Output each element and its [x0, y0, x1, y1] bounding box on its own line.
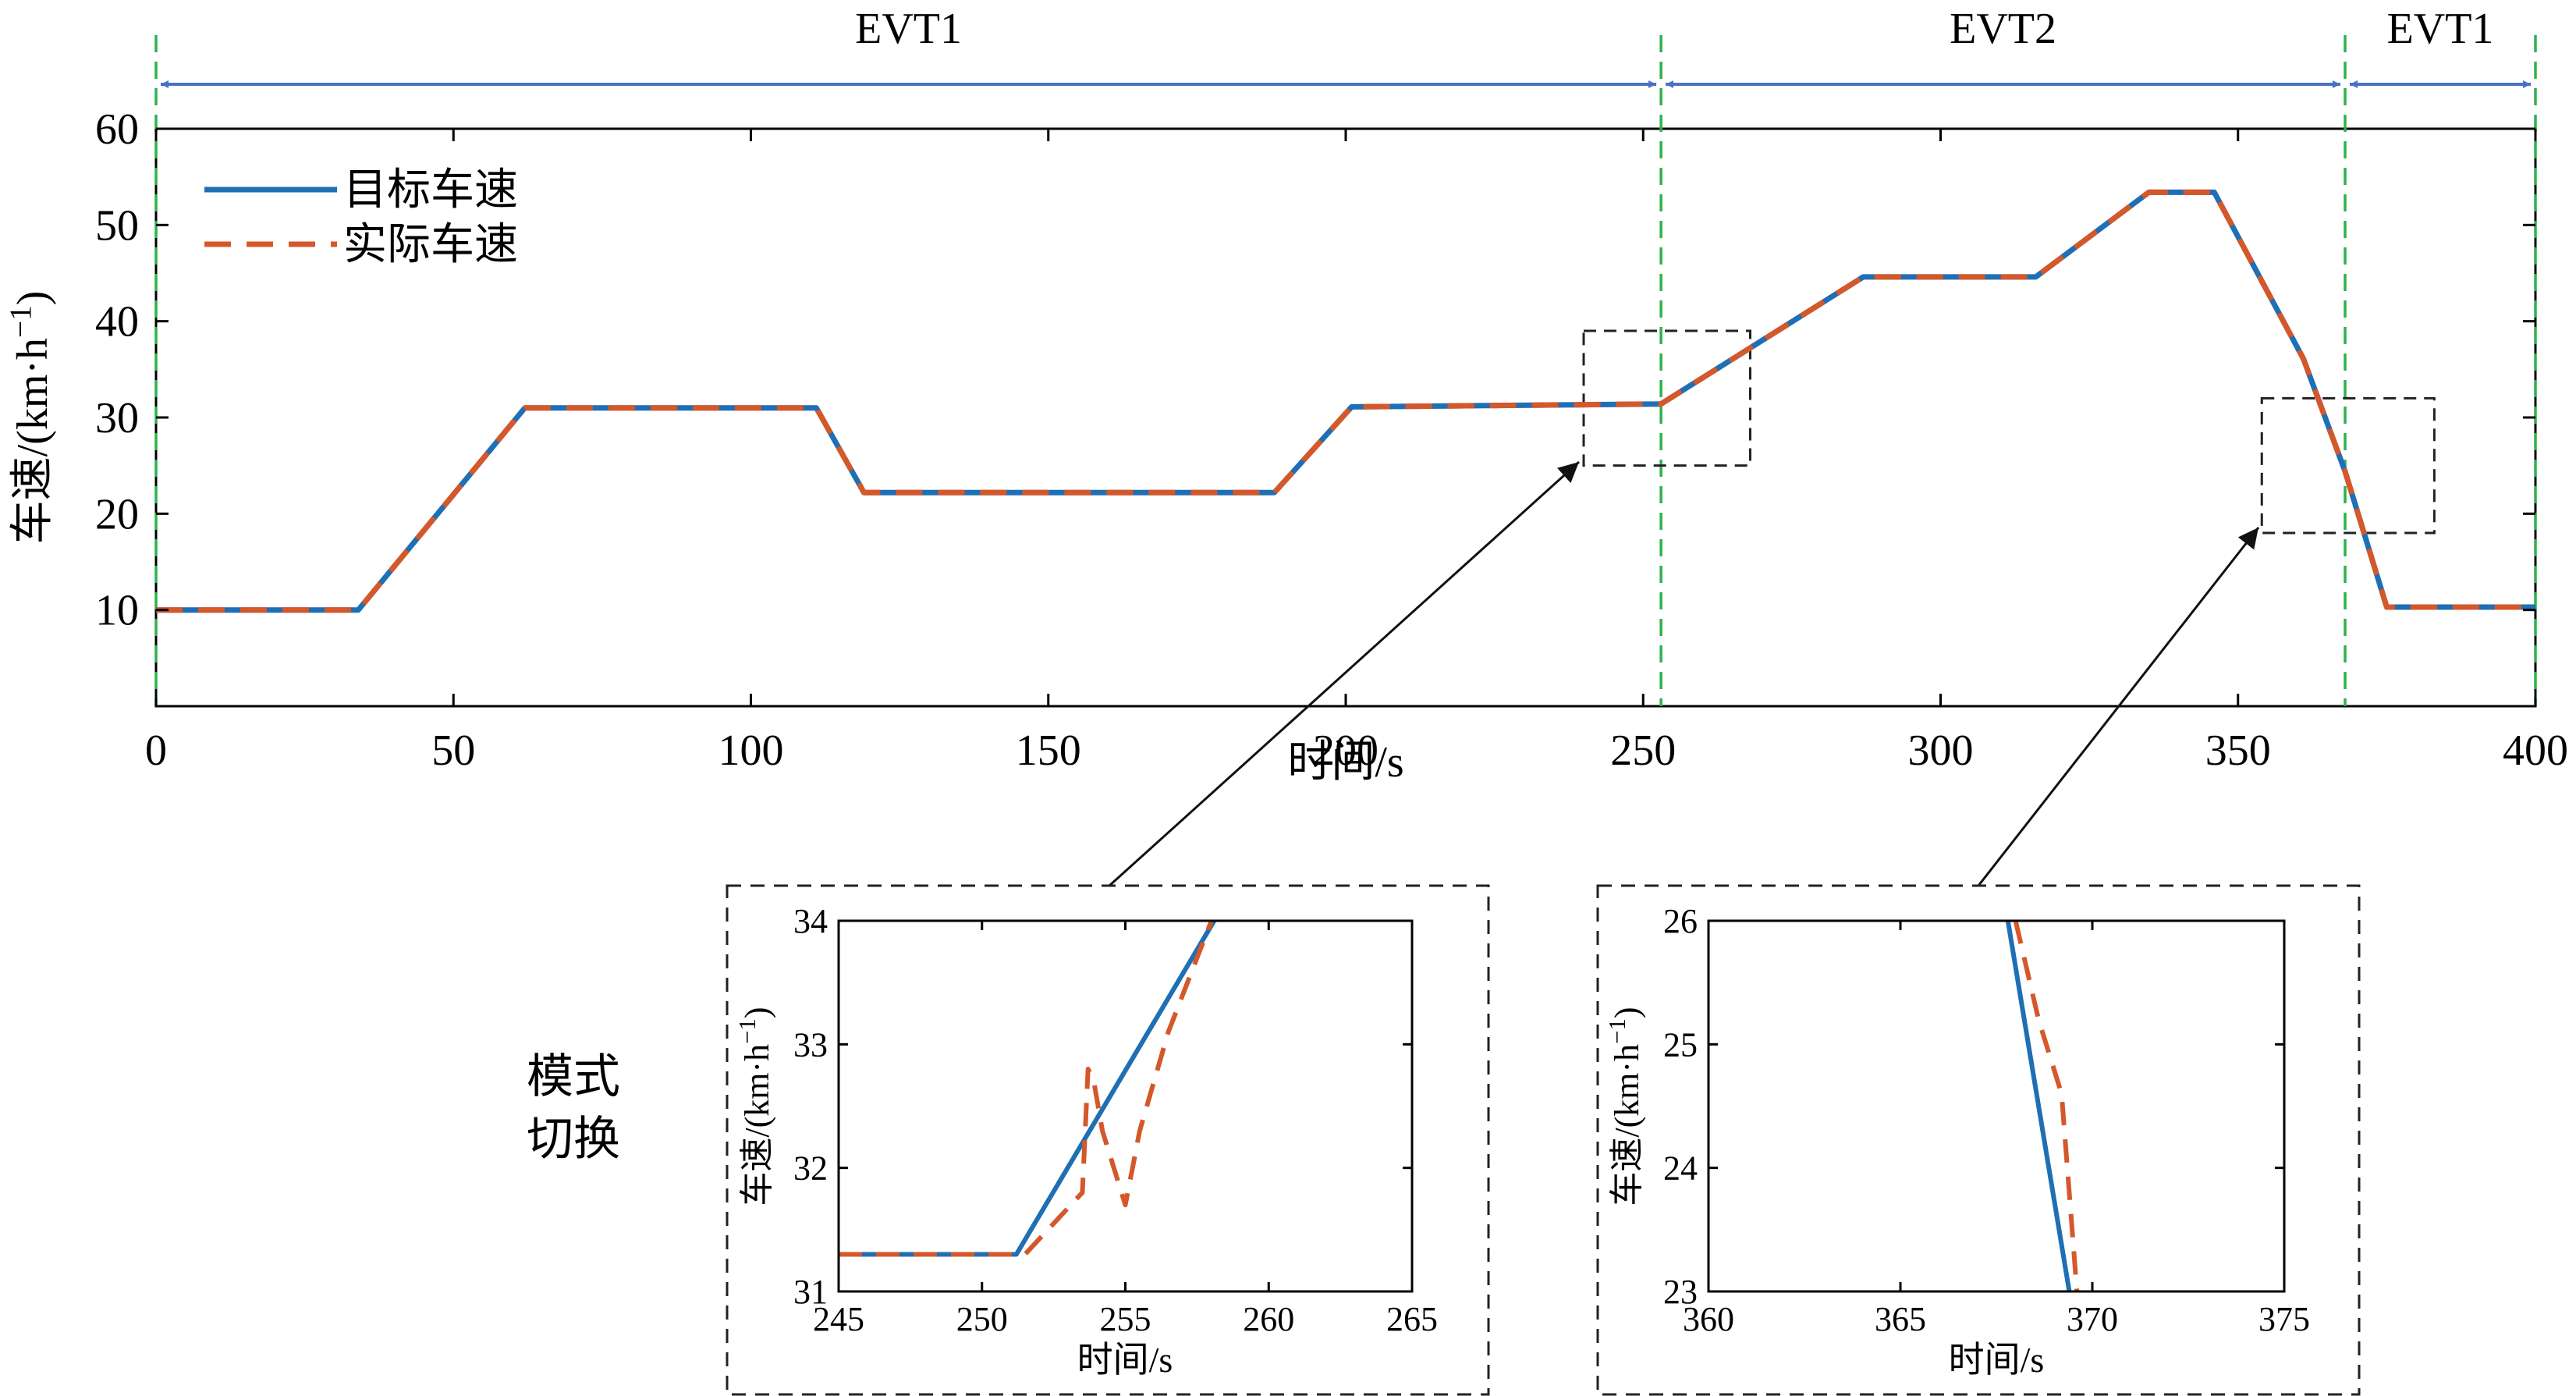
inset-2-target-speed-line: [2005, 921, 2072, 1291]
inset-2-y-axis-label: 车速/(km·h−1): [1604, 1007, 1646, 1206]
legend: 目标车速 实际车速: [204, 166, 518, 269]
inset-1-target-speed-line: [839, 921, 1216, 1257]
actual-speed-line: [156, 189, 2535, 613]
x-tick-label: 255: [1100, 1300, 1151, 1338]
inset-1-actual-speed-line: [839, 921, 1214, 1257]
x-tick-label: 250: [956, 1300, 1008, 1338]
x-tick-label: 0: [145, 726, 167, 775]
x-tick-label: 365: [1875, 1300, 1926, 1338]
y-tick-label: 34: [793, 902, 828, 940]
inset-2-actual-speed-line: [2013, 921, 2080, 1291]
inset-2-plot-frame: [1707, 919, 2286, 1293]
annotation-line-1: 模式: [527, 1051, 620, 1103]
y-tick-label: 25: [1663, 1025, 1698, 1064]
legend-target-label: 目标车速: [343, 166, 518, 215]
y-tick-label: 31: [793, 1273, 828, 1311]
main-y-axis-label: 车速/(km·h−1): [4, 291, 58, 545]
mode-switch-annotation: 模式 切换: [527, 1051, 620, 1165]
inset-1-outer-frame: [726, 884, 1490, 1396]
inset-chart-2: 360 365 370 375 23 24 25 26 时间/s 车速/(km·h−1): [1604, 902, 2310, 1380]
pointer-arrow-2: [1977, 527, 2260, 886]
y-tick-label: 50: [95, 201, 139, 250]
mode-region-label: EVT2: [1950, 5, 2056, 53]
y-tick-label: 26: [1663, 902, 1698, 940]
zoom-box: [2260, 396, 2436, 535]
inset-2-outer-frame: [1596, 884, 2361, 1396]
inset-chart-1: 245 250 255 260 265 31 32 33 34 时间/s 车速/(km·h−1): [734, 902, 1438, 1380]
inset-1-plot-frame: [837, 919, 1414, 1293]
y-tick-label: 20: [95, 490, 139, 538]
x-tick-label: 360: [1683, 1300, 1734, 1338]
x-tick-label: 200: [1313, 726, 1378, 775]
inset-1-x-axis-label: 时间/s: [1077, 1340, 1173, 1380]
main-x-axis-label: 时间/s: [1287, 738, 1403, 787]
x-tick-label: 150: [1016, 726, 1081, 775]
inset-2-x-axis-label: 时间/s: [1949, 1340, 2045, 1380]
zoom-box: [1582, 329, 1751, 467]
x-tick-label: 245: [813, 1300, 864, 1338]
x-tick-label: 100: [719, 726, 784, 775]
y-tick-label: 33: [793, 1025, 828, 1064]
x-tick-label: 375: [2258, 1300, 2310, 1338]
pointer-arrow-1: [1108, 460, 1581, 887]
y-tick-label: 40: [95, 298, 139, 346]
x-tick-label: 370: [2067, 1300, 2118, 1338]
x-tick-label: 265: [1386, 1300, 1438, 1338]
annotation-line-2: 切换: [527, 1114, 620, 1165]
inset-1-y-axis-label: 车速/(km·h−1): [734, 1007, 776, 1206]
mode-region-label: EVT1: [2387, 5, 2494, 53]
y-tick-label: 24: [1663, 1149, 1698, 1188]
y-tick-label: 23: [1663, 1273, 1698, 1311]
y-tick-label: 30: [95, 394, 139, 442]
legend-actual-label: 实际车速: [343, 221, 518, 269]
x-tick-label: 300: [1908, 726, 1974, 775]
mode-region-label: EVT1: [855, 5, 962, 53]
x-tick-label: 250: [1610, 726, 1676, 775]
x-tick-label: 260: [1243, 1300, 1294, 1338]
main-chart: EVT1 EVT2 EVT1 0 50 100 150 200 250 300 350 400 10 2…: [4, 5, 2569, 787]
pointer-arrows: [1108, 460, 2260, 887]
x-tick-label: 50: [431, 726, 475, 775]
y-tick-label: 10: [95, 587, 139, 635]
x-tick-label: 400: [2503, 726, 2568, 775]
x-tick-label: 350: [2205, 726, 2271, 775]
y-tick-label: 32: [793, 1149, 828, 1188]
y-tick-label: 60: [95, 105, 139, 154]
